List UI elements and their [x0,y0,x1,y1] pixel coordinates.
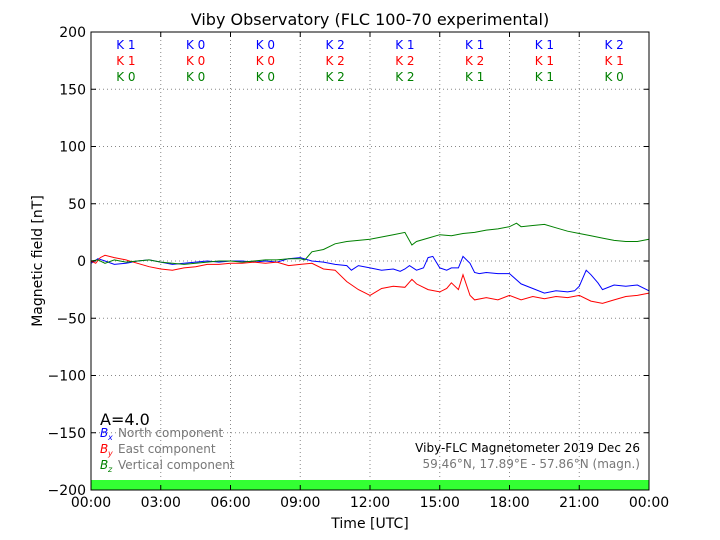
y-tick-label: −200 [48,483,86,499]
data-series-group [90,222,650,304]
k-index-value: K 1 [535,38,554,52]
series-line-vertical-component [90,222,650,265]
k-index-value: K 0 [256,54,275,68]
legend-label: East component [118,442,216,456]
series-line-north-component [90,255,650,294]
k-index-value: K 1 [116,38,135,52]
info-line-2: 59.46°N, 17.89°E - 57.86°N (magn.) [423,457,640,471]
k-index-value: K 1 [604,54,623,68]
y-axis-ticks: 200 150 100 50 0 −50 −100 −150 −200 [48,25,649,499]
k-index-value: K 0 [186,38,205,52]
legend-symbol-subscript: x [107,433,113,442]
x-tick-label: 03:00 [141,495,181,511]
legend-symbol-subscript: z [107,465,113,474]
x-tick-label: 09:00 [280,495,320,511]
k-index-value: K 1 [116,54,135,68]
k-index-value: K 0 [186,54,205,68]
a-index-label: A=4.0 [100,410,150,429]
y-tick-label: 150 [59,82,86,98]
x-axis-ticks: 00:00 03:00 06:00 09:00 12:00 15:00 18:00 21:00… [71,32,669,511]
k-index-value: K 0 [116,70,135,84]
series-line-east-component [90,254,650,304]
info-line-1: Viby-FLC Magnetometer 2019 Dec 26 [415,441,640,455]
y-tick-label: 200 [59,25,86,41]
x-tick-label: 00:00 [71,495,111,511]
y-tick-label: 50 [68,197,86,213]
k-index-table: K 1 K 0 K 0 K 2 K 1 K 1 K 1 K 2 K 1 K 0 K 0 K 2 K 2 K… [116,38,624,84]
legend-symbol-subscript: y [107,449,113,458]
k-index-value: K 0 [604,70,623,84]
k-index-value: K 2 [325,38,344,52]
x-axis-label: Time [UTC] [330,516,408,532]
x-tick-label: 18:00 [489,495,529,511]
x-tick-label: 21:00 [559,495,599,511]
legend-symbol: B [100,426,108,440]
y-axis-label: Magnetic field [nT] [30,195,46,327]
k-index-value: K 2 [325,54,344,68]
k-index-value: K 1 [535,54,554,68]
k-index-value: K 2 [325,70,344,84]
x-tick-label: 00:00 [629,495,669,511]
k-index-value: K 2 [465,54,484,68]
legend-label: Vertical component [118,458,235,472]
k-index-value: K 2 [395,54,414,68]
k-index-value: K 1 [535,70,554,84]
k-index-value: K 2 [395,70,414,84]
k-index-value: K 2 [604,38,623,52]
x-tick-label: 15:00 [420,495,460,511]
y-tick-label: −150 [48,426,86,442]
k-index-value: K 0 [186,70,205,84]
legend-symbol: B [100,442,108,456]
k-index-value: K 1 [465,70,484,84]
x-tick-label: 06:00 [210,495,250,511]
y-tick-label: 0 [77,254,86,270]
chart-title: Viby Observatory (FLC 100-70 experimenta… [191,10,550,29]
y-tick-label: 100 [59,140,86,156]
k-index-value: K 0 [256,70,275,84]
y-tick-label: −50 [56,311,86,327]
legend-symbol: B [100,458,108,472]
k-index-value: K 0 [256,38,275,52]
grid-lines [91,32,649,490]
k-index-value: K 1 [395,38,414,52]
y-tick-label: −100 [48,369,86,385]
legend-label: North component [118,426,224,440]
x-tick-label: 12:00 [350,495,390,511]
k-index-value: K 1 [465,38,484,52]
